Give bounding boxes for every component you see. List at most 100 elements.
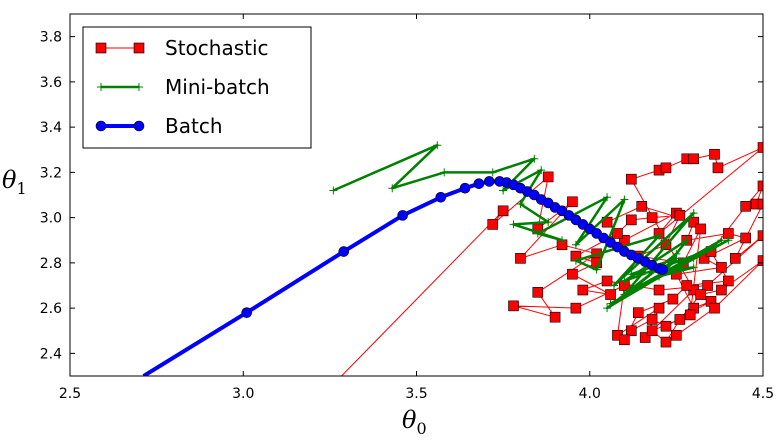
stochastic-point [695,223,706,235]
stochastic-point [567,268,578,280]
mini-batch-point [620,276,629,285]
stochastic-point [487,219,499,230]
mini-batch-point [509,220,518,229]
stochastic-point [660,336,672,348]
mini-batch-point [637,281,646,290]
mini-batch-point [603,304,612,313]
stochastic-point [709,302,720,314]
legend-marker [135,83,143,91]
stochastic-point [653,302,665,314]
legend: Stochastic Mini-batch Batch [82,26,312,149]
legend-marker [133,42,145,54]
y-tick-label: 3.8 [40,30,62,46]
stochastic-point [605,289,616,300]
legend-marker [95,120,107,132]
mini-batch-point [388,184,397,193]
y-tick-label: 3.4 [40,120,62,136]
x-tick-label: 4.0 [579,386,601,402]
mini-batch-point [717,236,726,245]
mini-batch-point [530,154,539,163]
legend-marker [95,42,107,54]
stochastic-point [674,314,686,325]
stochastic-point [653,284,665,296]
mini-batch-point [488,168,497,177]
mini-batch-point [433,141,442,150]
mini-batch-point [558,236,567,245]
y-tick-label: 3.2 [40,165,62,181]
stochastic-point [660,320,672,332]
legend-marker [97,83,105,91]
batch-point [473,178,485,189]
stochastic-point [740,201,751,212]
stochastic-point [757,198,763,210]
mini-batch-point [689,263,698,272]
stochastic-point [508,300,519,312]
mini-batch-point [689,254,698,263]
legend-label: Mini-batch [165,75,270,99]
stochastic-point [740,232,751,244]
stochastic-point [757,180,763,192]
mini-batch-point [682,236,691,245]
stochastic-point [567,196,578,208]
stochastic-point [577,284,589,296]
stochastic-point [712,162,724,174]
mini-batch-point [627,286,636,295]
mini-batch-point [499,186,508,195]
stochastic-point [688,153,700,165]
batch-point [241,307,253,318]
batch-point [397,210,408,221]
stochastic-point [619,334,630,346]
batch-point [459,182,471,194]
stochastic-point [674,210,686,221]
mini-batch-point [329,186,338,195]
legend-marker [133,120,145,132]
stochastic-point [515,253,526,264]
stochastic-point [757,230,763,242]
x-tick-label: 3.5 [405,386,427,402]
legend-entry-mini-batch: Mini-batch [97,75,270,99]
mini-batch-point [516,200,525,209]
batch-point [483,176,495,187]
ticks: 2.5 3.0 3.5 4.0 4.5 2.4 2.6 2.8 3.0 3.2 3.4 3.6 3.8 [40,14,774,402]
stochastic-point [688,216,700,228]
mini-batch-point [544,218,553,227]
mini-batch-point [533,229,542,238]
mini-batch-point [610,281,619,290]
x-axis-label: θ0 [402,406,427,438]
stochastic-point [549,311,561,323]
stochastic-point [632,307,644,318]
stochastic-point [636,201,648,212]
mini-batch-point [620,195,629,204]
mini-batch-point [655,231,664,240]
stochastic-point [570,302,582,314]
batch-point [657,264,668,275]
legend-label: Stochastic [165,36,269,60]
y-tick-label: 2.4 [40,346,62,362]
stochastic-point [646,325,658,337]
mini-batch-point [537,166,546,175]
stochastic-point [626,325,637,337]
mini-batch-point [606,299,615,308]
batch-point [435,191,447,203]
stochastic-point [646,314,658,325]
stochastic-point [612,228,623,239]
stochastic-point [626,173,637,185]
mini-batch-point [571,256,580,265]
stochastic-point [646,212,658,223]
stochastic-point [716,284,727,296]
mini-batch-point [689,209,698,218]
legend-entry-stochastic: Stochastic [95,36,269,60]
x-tick-label: 2.5 [59,386,81,402]
stochastic-point [684,309,696,321]
stochastic-point [757,142,763,153]
mini-batch-point [627,270,636,279]
mini-batch-point [592,265,601,274]
y-tick-label: 2.6 [40,301,62,317]
stochastic-point [671,329,682,341]
mini-batch-point [440,168,449,177]
stochastic-point [639,332,651,343]
stochastic-point [757,255,763,266]
legend-label: Batch [165,114,223,138]
batch-point [338,246,350,257]
mini-batch-point [724,236,733,245]
